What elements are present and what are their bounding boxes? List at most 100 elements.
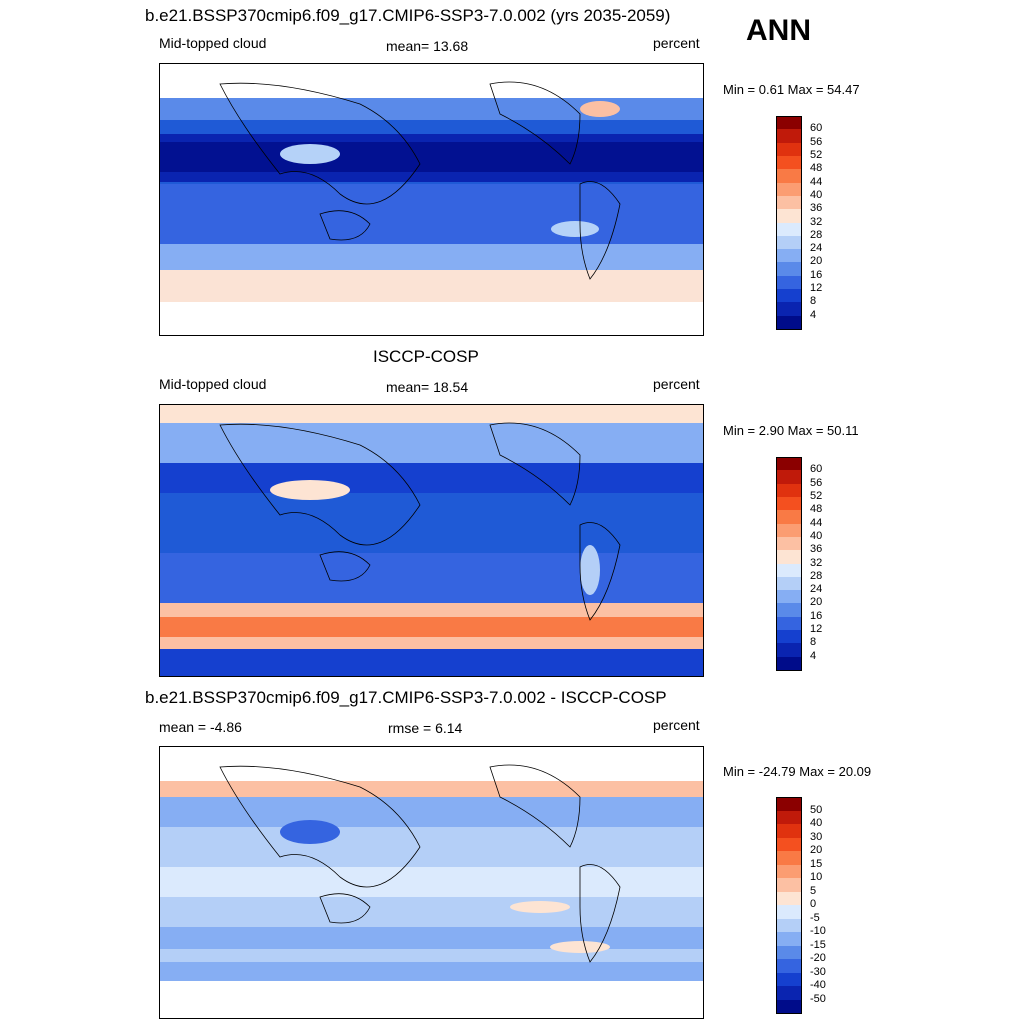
panel2-map: [159, 404, 704, 677]
colorbar-segment: [776, 837, 802, 852]
colorbar-segment: [776, 550, 802, 565]
colorbar-tick-label: -5: [810, 911, 820, 924]
colorbar-tick-label: 20: [810, 844, 823, 856]
colorbar-tick-label: 56: [810, 476, 823, 489]
colorbar-segment: [776, 959, 802, 974]
colorbar-segment: [776, 523, 802, 538]
colorbar-tick-label: 40: [810, 529, 823, 542]
season-label: ANN: [746, 14, 811, 47]
panel3-colorbar: 50 40 30 20 15 10 5 0 -5 -10 -15 -20 -30 -40 -50: [776, 797, 856, 1014]
colorbar-segment: [776, 656, 802, 671]
colorbar-tick-label: 60: [810, 463, 823, 476]
panel3-minmax: Min = -24.79 Max = 20.09: [723, 764, 872, 779]
colorbar-tick-label: 48: [810, 503, 823, 516]
colorbar-tick-label: 16: [810, 609, 823, 622]
panel1-minmax: Min = 0.61 Max = 54.47: [723, 82, 860, 97]
panel2-colorbar: 60 56 52 48 44 40 36 32 28 24 20 16 12 8 4: [776, 457, 856, 671]
panel1-title: b.e21.BSSP370cmip6.f09_g17.CMIP6-SSP3-7.…: [145, 6, 671, 25]
colorbar-segment: [776, 142, 802, 157]
colorbar-segment: [776, 302, 802, 317]
colorbar-segment: [776, 932, 802, 947]
panel1-mean: mean= 13.68: [386, 38, 469, 54]
colorbar-segment: [776, 235, 802, 251]
colorbar-segment: [776, 603, 802, 618]
colorbar-tick-label: -10: [810, 925, 826, 937]
panel2-minmax: Min = 2.90 Max = 50.11: [723, 423, 859, 438]
colorbar-tick-label: 52: [810, 489, 823, 502]
colorbar-segment: [776, 576, 802, 592]
colorbar-segment: [776, 986, 802, 1001]
colorbar-segment: [776, 315, 802, 330]
colorbar-segment: [776, 155, 802, 171]
colorbar-tick-label: 15: [810, 857, 823, 870]
colorbar-tick-label: 56: [810, 135, 823, 148]
colorbar-tick-label: -15: [810, 938, 826, 951]
panel2-mean: mean= 18.54: [386, 379, 469, 395]
colorbar-segment: [776, 616, 802, 632]
colorbar-segment: [776, 824, 802, 839]
colorbar-tick-label: 4: [810, 308, 817, 321]
colorbar-segment: [776, 630, 802, 645]
colorbar-tick-label: 8: [810, 636, 817, 649]
panel3-title: b.e21.BSSP370cmip6.f09_g17.CMIP6-SSP3-7.…: [145, 688, 667, 707]
colorbar-segment: [776, 510, 802, 525]
colorbar-tick-label: 32: [810, 215, 823, 228]
colorbar-segment: [776, 182, 802, 197]
colorbar-tick-label: 50: [810, 803, 823, 816]
colorbar-tick-label: 40: [810, 188, 823, 201]
panel3-units: percent: [653, 717, 700, 733]
colorbar-segment: [776, 129, 802, 144]
colorbar-segment: [776, 878, 802, 893]
colorbar-tick-label: 8: [810, 295, 817, 308]
colorbar-tick-label: 24: [810, 583, 823, 596]
colorbar-tick-label: 60: [810, 122, 823, 135]
colorbar-tick-label: 48: [810, 162, 823, 175]
colorbar-segment: [776, 195, 802, 211]
colorbar-tick-label: 20: [810, 255, 823, 268]
colorbar-tick-label: 28: [810, 228, 823, 241]
panel2-variable: Mid-topped cloud: [159, 376, 267, 392]
colorbar-tick-label: 5: [810, 884, 817, 897]
colorbar-segment: [776, 209, 802, 224]
colorbar-tick-label: 40: [810, 817, 823, 829]
colorbar-segment: [776, 972, 802, 987]
colorbar-segment: [776, 891, 802, 906]
colorbar-tick-label: 36: [810, 543, 823, 556]
colorbar-tick-label: -30: [810, 965, 826, 978]
colorbar-tick-label: -20: [810, 952, 826, 964]
colorbar-segment: [776, 563, 802, 578]
colorbar-tick-label: 16: [810, 268, 823, 281]
colorbar-segment: [776, 483, 802, 498]
colorbar-tick-label: 30: [810, 830, 823, 843]
colorbar-tick-label: -50: [810, 992, 826, 1005]
colorbar-tick-label: 0: [810, 898, 817, 910]
colorbar-segment: [776, 222, 802, 237]
colorbar-segment: [776, 999, 802, 1014]
panel2-units: percent: [653, 376, 700, 392]
panel1-map: [159, 63, 704, 336]
colorbar-tick-label: 12: [810, 623, 823, 636]
colorbar-tick-label: -40: [810, 979, 826, 991]
colorbar-tick-label: 20: [810, 596, 823, 609]
colorbar-segment: [776, 289, 802, 304]
colorbar-tick-label: 44: [810, 175, 823, 188]
panel1-colorbar: 60 56 52 48 44 40 36 32 28 24 20 16 12 8 4: [776, 116, 856, 330]
panel2-title: ISCCP-COSP: [373, 347, 479, 366]
colorbar-tick-label: 12: [810, 282, 823, 295]
panel3-mean: mean = -4.86: [159, 719, 242, 735]
colorbar-tick-label: 28: [810, 569, 823, 582]
colorbar-segment: [776, 262, 802, 277]
colorbar-segment: [776, 864, 802, 879]
panel3-map: [159, 746, 704, 1019]
colorbar-tick-label: 10: [810, 871, 823, 883]
colorbar-segment: [776, 275, 802, 291]
panel1-units: percent: [653, 35, 700, 51]
colorbar-segment: [776, 496, 802, 512]
colorbar-tick-label: 24: [810, 242, 823, 255]
colorbar-tick-label: 36: [810, 202, 823, 215]
colorbar-segment: [776, 643, 802, 658]
panel3-rmse: rmse = 6.14: [388, 720, 463, 736]
colorbar-segment: [776, 590, 802, 605]
colorbar-tick-label: 4: [810, 649, 817, 662]
colorbar-segment: [776, 536, 802, 552]
